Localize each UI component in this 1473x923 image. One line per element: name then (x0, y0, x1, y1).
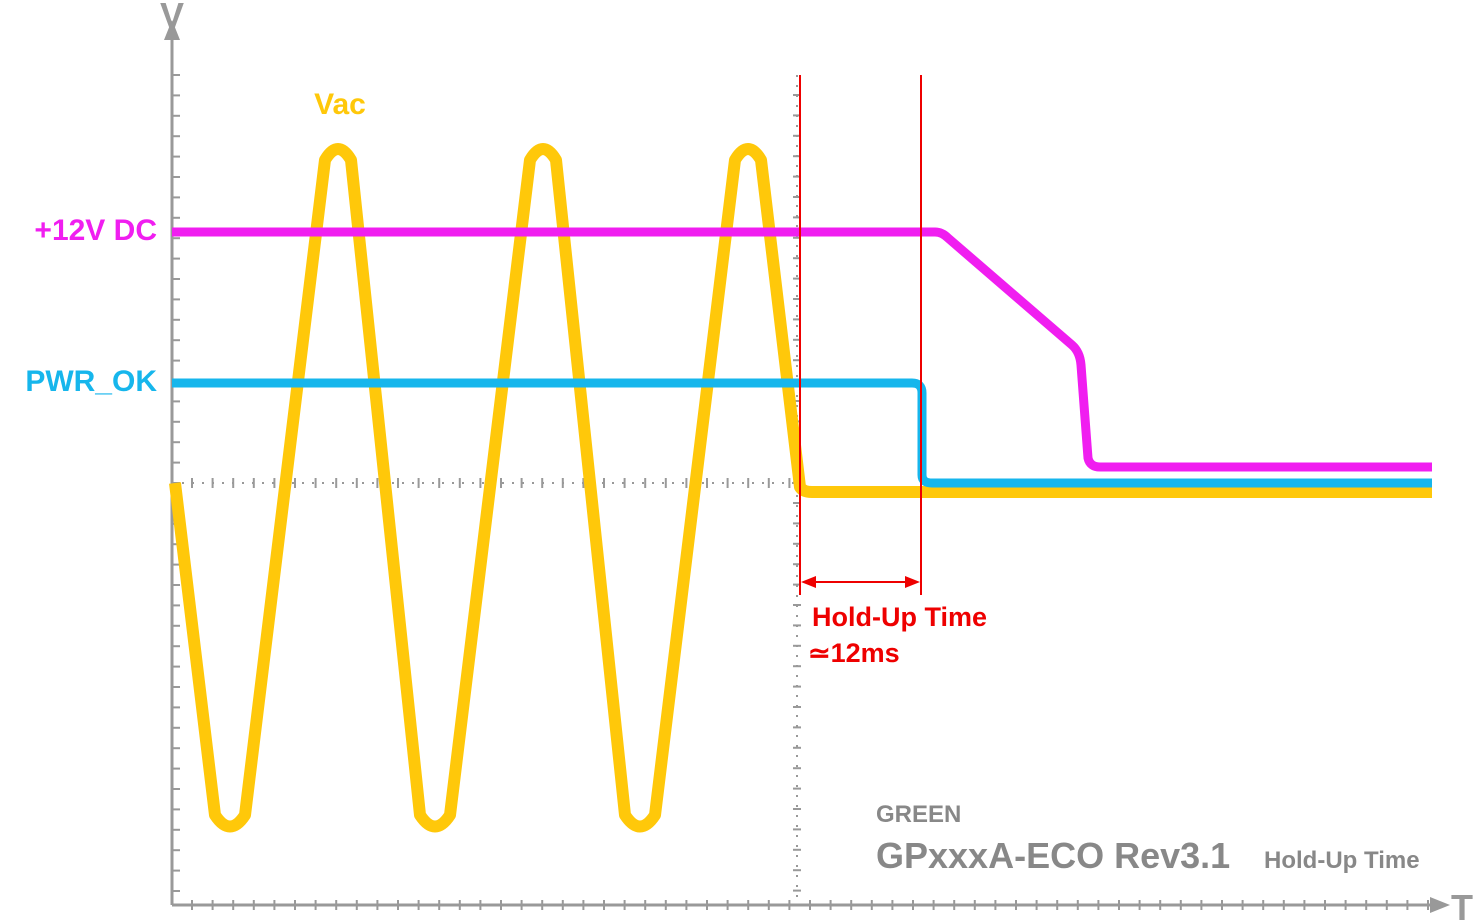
y-arrow (164, 20, 180, 40)
y-label: V (160, 0, 184, 36)
hold-up-label: Hold-Up Time (812, 602, 987, 632)
model: GPxxxA-ECO Rev3.1 (876, 835, 1230, 876)
pwr-ok-label: PWR_OK (25, 365, 157, 398)
x-label: T (1451, 887, 1473, 923)
hold-up-value: ≃12ms (808, 638, 900, 668)
x-arrow (1430, 897, 1450, 913)
dc-wave (172, 227, 1432, 472)
vac-wave (169, 143, 1432, 833)
arrow-head (905, 576, 920, 588)
caption: Hold-Up Time (1264, 847, 1420, 874)
arrow-head (801, 576, 816, 588)
brand: GREEN (876, 801, 961, 828)
dc-label: +12V DC (34, 214, 157, 247)
vac-label: Vac (314, 88, 366, 121)
